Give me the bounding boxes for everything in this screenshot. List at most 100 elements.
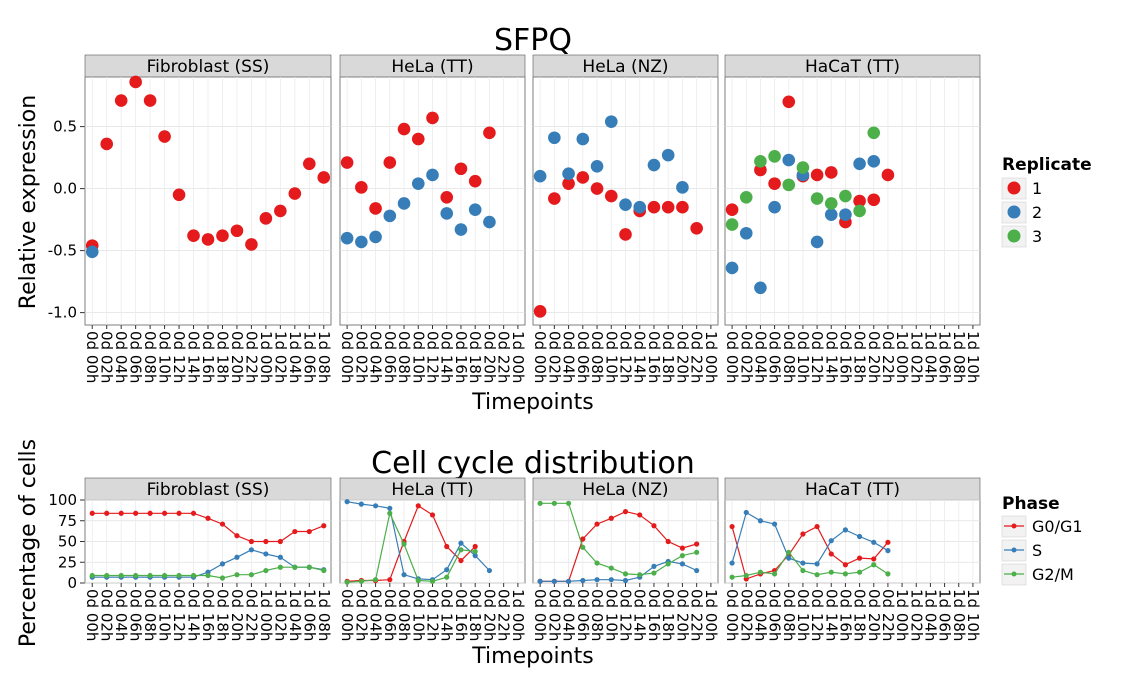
line-point <box>429 512 436 518</box>
line-point <box>104 572 110 579</box>
x-tick-label: 0d 10h <box>409 331 427 383</box>
line-point <box>651 563 657 570</box>
line-point <box>679 561 686 567</box>
facet-strip-label: Fibroblast (SS) <box>147 480 270 500</box>
line-point <box>565 578 572 584</box>
scatter-point <box>619 228 632 241</box>
x-tick-label: 0d 10h <box>794 331 812 383</box>
x-tick-label: 0d 06h <box>127 331 145 383</box>
line-point <box>594 577 600 583</box>
x-tick-label: 0d 08h <box>141 331 159 383</box>
line-point <box>263 551 269 557</box>
x-tick-label: 0d 02h <box>737 331 755 383</box>
x-tick-label: 0d 20h <box>228 589 246 641</box>
y-axis-title-bottom: Percentage of cells <box>16 439 41 647</box>
line-point <box>871 556 877 562</box>
x-tick-label: 0d 14h <box>822 331 840 383</box>
x-tick-label: 0d 20h <box>865 589 883 641</box>
x-tick-label: 0d 04h <box>367 331 385 383</box>
y-tick-label: 0 <box>67 574 77 592</box>
scatter-point <box>383 209 397 223</box>
facet-strip-label: HaCaT (TT) <box>805 57 900 77</box>
line-point <box>551 500 557 506</box>
x-tick-label: 0d 06h <box>127 589 145 641</box>
scatter-point <box>440 190 454 204</box>
line-point <box>537 578 543 584</box>
y-axis-title-top: Relative expression <box>16 95 41 309</box>
scatter-point <box>867 155 881 168</box>
line-point <box>358 578 364 584</box>
scatter-point <box>411 132 425 146</box>
scatter-point <box>158 130 171 143</box>
line-point <box>277 564 283 570</box>
line-point <box>694 567 700 574</box>
scatter-point <box>468 174 482 188</box>
scatter-point <box>201 233 215 246</box>
line-point <box>118 572 124 579</box>
x-tick-label: 0d 06h <box>766 589 784 641</box>
y-tick-label: -0.5 <box>48 242 77 260</box>
x-tick-label: 1d 10h <box>964 331 982 383</box>
scatter-point <box>739 190 753 204</box>
scatter-point <box>867 126 881 140</box>
scatter-point <box>143 94 157 107</box>
x-tick-label: 0d 06h <box>574 589 592 641</box>
scatter-point <box>259 212 273 225</box>
scatter-point <box>768 177 781 190</box>
scatter-point <box>661 148 675 162</box>
line-point <box>387 577 393 583</box>
scatter-point <box>288 187 302 200</box>
x-tick-label: 0d 20h <box>673 331 691 383</box>
x-tick-label: 0d 12h <box>808 331 826 383</box>
scatter-point <box>590 182 604 195</box>
legend-dot-s <box>1011 547 1017 553</box>
x-tick-label: 0d 00h <box>723 331 741 383</box>
legend-point-2 <box>1007 205 1021 219</box>
legend-label-s: S <box>1032 541 1042 560</box>
x-tick-label: 0d 02h <box>98 331 116 383</box>
line-point <box>565 500 572 506</box>
scatter-point <box>230 224 244 238</box>
x-tick-label: 0d 10h <box>602 331 620 383</box>
panel-background <box>724 76 981 326</box>
line-point <box>205 515 211 521</box>
scatter-point <box>383 156 397 169</box>
line-point <box>387 510 393 516</box>
legend-title-phase: Phase <box>1002 494 1060 514</box>
scatter-point <box>782 178 796 192</box>
line-point <box>344 499 350 505</box>
line-point <box>444 574 450 580</box>
scatter-point <box>355 181 368 194</box>
line-point <box>248 538 255 545</box>
line-point <box>372 577 379 583</box>
line-point <box>133 572 139 579</box>
x-tick-label: 0d 18h <box>213 331 231 383</box>
line-point <box>147 510 153 516</box>
scatter-point <box>562 177 575 190</box>
line-point <box>219 575 226 581</box>
scatter-point <box>853 157 866 171</box>
x-tick-label: 0d 04h <box>112 589 130 641</box>
scatter-point <box>824 166 838 179</box>
x-tick-label: 0d 22h <box>495 589 513 641</box>
scatter-point <box>114 94 128 107</box>
line-point <box>694 541 700 547</box>
line-point <box>161 572 168 579</box>
scatter-point <box>454 162 468 176</box>
line-point <box>176 572 182 579</box>
x-tick-label: 1d 08h <box>950 589 968 641</box>
line-point <box>694 549 700 555</box>
line-point <box>856 555 863 561</box>
x-tick-label: 0d 04h <box>751 331 769 383</box>
scatter-point <box>604 115 618 128</box>
x-tick-label: 1d 10h <box>964 589 982 641</box>
x-tick-label: 0d 16h <box>199 331 217 383</box>
scatter-point <box>187 229 200 243</box>
x-tick-label: 0d 16h <box>199 589 217 641</box>
x-tick-label: 0d 10h <box>794 589 812 641</box>
x-tick-label: 0d 16h <box>836 331 854 383</box>
x-tick-label: 0d 00h <box>83 589 101 641</box>
legend-replicate: Replicate 1 2 3 <box>1001 155 1092 248</box>
x-axis-title-bottom: Timepoints <box>471 644 593 669</box>
scatter-point <box>548 131 561 145</box>
